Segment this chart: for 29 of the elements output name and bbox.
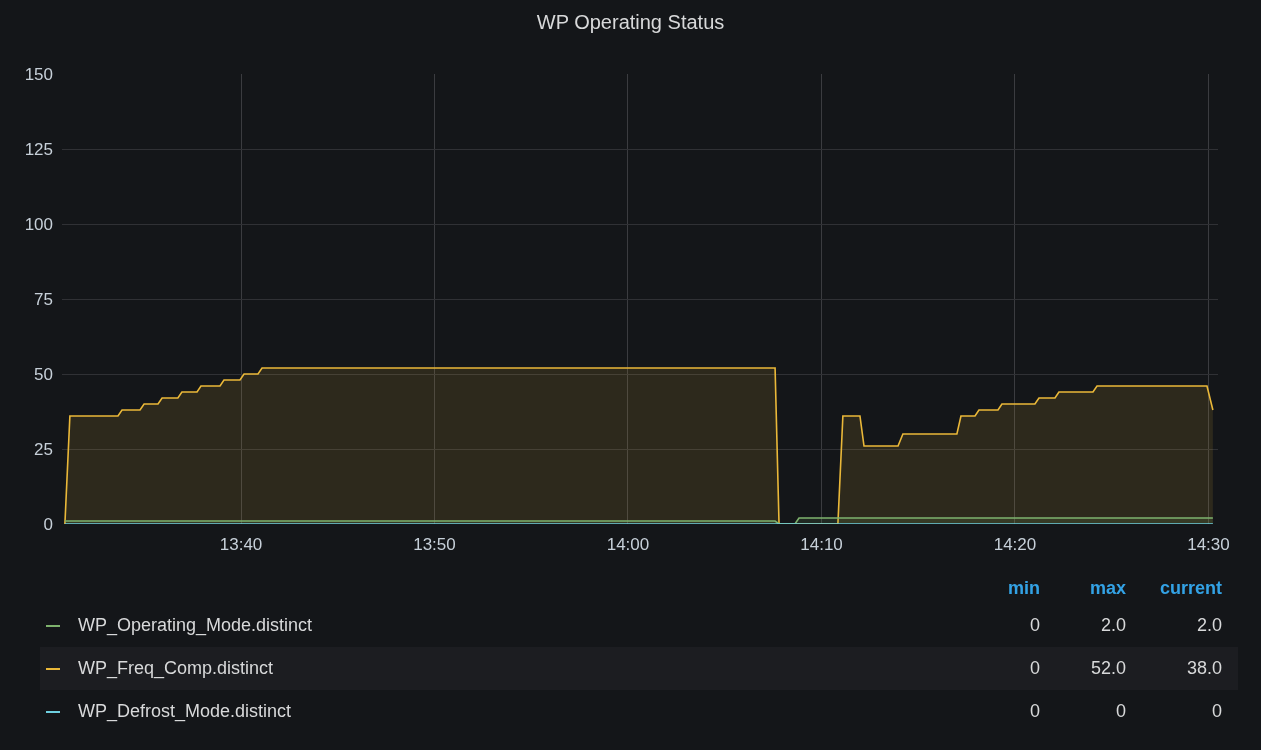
text: max [1088, 576, 1127, 600]
text: 0 [1115, 700, 1127, 723]
legend-label: WP_Freq_Comp.distinct [78, 658, 274, 678]
x-tick-label: 13:50 [413, 535, 456, 554]
y-tick-label: 25 [34, 439, 53, 459]
x-tick-label: 14:20 [993, 535, 1037, 554]
text: 0 [1029, 700, 1041, 723]
text: 52.0 [1089, 657, 1127, 680]
x-tick-label: 14:10 [800, 535, 843, 554]
y-tick-label: 100 [24, 214, 53, 234]
y-tick-label: 150 [24, 64, 53, 84]
x-tick-label: 14:00 [606, 535, 650, 554]
text: min [1007, 576, 1041, 600]
text: 2.0 [1099, 614, 1127, 637]
text: 0 [1029, 614, 1041, 637]
y-tick-label: 75 [34, 289, 53, 309]
y-tick-label: 50 [34, 364, 53, 384]
x-tick-label: 13:40 [219, 535, 263, 554]
y-tick-label: 125 [24, 139, 53, 159]
text: 38.0 [1185, 657, 1223, 680]
chart-title: WP Operating Status [536, 11, 725, 33]
y-tick-label: 0 [43, 514, 53, 534]
text: 0 [1211, 700, 1223, 723]
text: 2.0 [1195, 614, 1223, 637]
x-tick-label: 14:30 [1187, 535, 1230, 554]
legend-label: WP_Operating_Mode.distinct [78, 615, 313, 635]
legend-label: WP_Defrost_Mode.distinct [78, 701, 292, 721]
text: current [1159, 576, 1223, 600]
text: 0 [1029, 657, 1041, 680]
